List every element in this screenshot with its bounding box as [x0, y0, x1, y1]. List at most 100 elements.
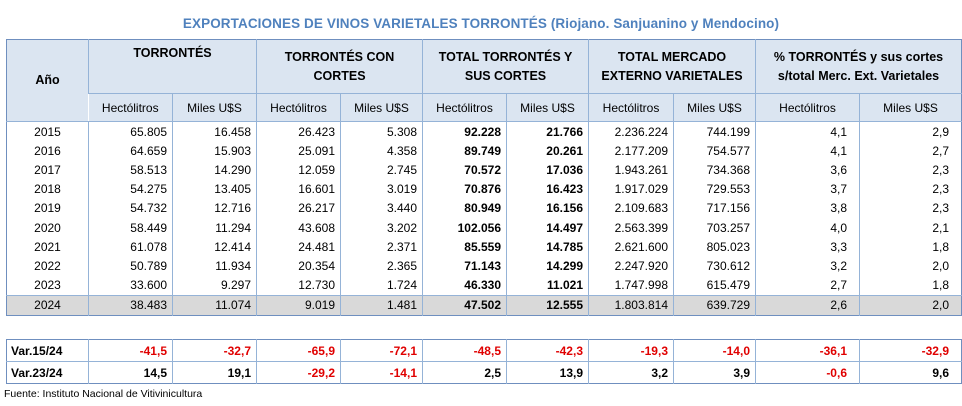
- table-cell: 5.308: [340, 121, 423, 142]
- table-cell: 12.555: [506, 294, 589, 316]
- table-cell: 9.297: [172, 275, 257, 296]
- year-cell: 2023: [34, 278, 61, 293]
- table-cell: 58.513: [88, 160, 173, 180]
- subheader-miles-usd: Miles U$S: [673, 93, 756, 122]
- year-cell: 2019: [34, 201, 61, 216]
- variation-cell: -65,9: [256, 339, 341, 362]
- table-cell: 25.091: [256, 141, 341, 161]
- table-cell: 639.729: [673, 294, 756, 316]
- variation-cell: -14,0: [673, 339, 756, 362]
- variation-cell: 3,2: [588, 361, 674, 384]
- variation-cell: -36,1: [755, 339, 860, 362]
- subheader-hectolitros: Hectólitros: [256, 93, 341, 122]
- table-cell: 2,0: [858, 294, 962, 316]
- table-cell: 89.749: [422, 141, 507, 161]
- table-cell: 4,1: [755, 121, 860, 142]
- table-cell: 16.601: [256, 179, 341, 199]
- variation-cell: 14,5: [88, 361, 173, 384]
- table-cell: 33.600: [88, 275, 173, 296]
- table-cell: 70.876: [422, 179, 507, 199]
- table-cell: 703.257: [673, 217, 756, 238]
- table-cell: 61.078: [88, 237, 173, 257]
- table-cell: 46.330: [422, 275, 507, 296]
- table-cell: 12.059: [256, 160, 341, 180]
- year-cell: 2016: [34, 143, 61, 158]
- subheader-miles-usd: Miles U$S: [340, 93, 423, 122]
- table-cell: 1.481: [340, 294, 423, 316]
- variation-cell: 13,9: [506, 361, 589, 384]
- table-cell: 3,7: [755, 179, 860, 199]
- table-cell: 26.423: [256, 121, 341, 142]
- table-cell: 11.934: [172, 256, 257, 276]
- header-pct-torrontes: % TORRONTÉS y sus cortes s/total Merc. Ex…: [754, 39, 962, 94]
- table-cell: 58.449: [88, 217, 173, 238]
- table-row: 2017 58.513 14.290 12.059 2.745 70.572 17.036 1…: [7, 160, 962, 180]
- variation-cell: -72,1: [340, 339, 423, 362]
- subheader-miles-usd: Miles U$S: [172, 93, 257, 122]
- variation-table: Var.15/24 -41,5 -32,7 -65,9 -72,1 -48,5 -42,3-…: [6, 339, 962, 384]
- table-cell: 734.368: [673, 160, 756, 180]
- table-cell: 2.563.399: [588, 217, 674, 238]
- table-cell: 1,8: [858, 275, 962, 296]
- table-cell: 4,0: [755, 217, 860, 238]
- table-cell: 4.358: [340, 141, 423, 161]
- header-year: Año: [6, 39, 89, 122]
- table-cell: 3.440: [340, 198, 423, 218]
- table-title: EXPORTACIONES DE VINOS VARIETALES TORRON…: [182, 16, 780, 31]
- table-cell: 2.365: [340, 256, 423, 276]
- table-cell: 2.236.224: [588, 121, 674, 142]
- table-cell: 2.621.600: [588, 237, 674, 257]
- table-cell: 64.659: [88, 141, 173, 161]
- table-cell: 54.275: [88, 179, 173, 199]
- table-row: 2015 65.805 16.458 26.423 5.308 92.228 21.766 2…: [7, 121, 962, 142]
- source-note: Fuente: Instituto Nacional de Vitivinicu…: [4, 388, 203, 400]
- year-cell: 2020: [34, 220, 61, 235]
- table-cell: 717.156: [673, 198, 756, 218]
- variation-cell: 19,1: [172, 361, 257, 384]
- variation-cell: 2,5: [422, 361, 507, 384]
- year-cell: 2017: [34, 162, 61, 177]
- subheader-hectolitros: Hectólitros: [755, 93, 860, 122]
- table-cell: 729.553: [673, 179, 756, 199]
- table-cell: 102.056: [422, 217, 507, 238]
- table-cell: 2,3: [858, 198, 962, 218]
- table-cell: 16.156: [506, 198, 589, 218]
- subheader-miles-usd: Miles U$S: [506, 93, 589, 122]
- table-row: 2021 61.078 12.414 24.481 2.371 85.559 14.785 2…: [7, 237, 962, 257]
- table-cell: 12.730: [256, 275, 341, 296]
- table-cell: 2.247.920: [588, 256, 674, 276]
- header-torrontes-con-cortes: TORRONTÉS CON CORTES: [256, 39, 423, 94]
- variation-cell: -14,1: [340, 361, 423, 384]
- variation-row: Var.15/24 -41,5 -32,7 -65,9 -72,1 -48,5 -42,3-…: [7, 339, 962, 362]
- subheader-hectolitros: Hectólitros: [88, 93, 173, 122]
- table-row: 2019 54.732 12.716 26.217 3.440 80.949 16.156 2…: [7, 198, 962, 218]
- table-cell: 805.023: [673, 237, 756, 257]
- table-cell: 26.217: [256, 198, 341, 218]
- variation-cell: 9,6: [859, 361, 962, 384]
- table-row: 2022 50.789 11.934 20.354 2.365 71.143 14.299 2…: [7, 256, 962, 276]
- table-cell: 71.143: [422, 256, 507, 276]
- table-cell: 754.577: [673, 141, 756, 161]
- table-cell: 85.559: [422, 237, 507, 257]
- table-cell: 2.745: [340, 160, 423, 180]
- subheader-hectolitros: Hectólitros: [588, 93, 674, 122]
- table-cell: 4,1: [755, 141, 860, 161]
- table-cell: 2,1: [858, 217, 962, 238]
- variation-cell: -19,3: [588, 339, 674, 362]
- variation-label: Var.15/24: [11, 343, 63, 358]
- table-cell: 744.199: [673, 121, 756, 142]
- table-cell: 20.354: [256, 256, 341, 276]
- header-total-mercado: TOTAL MERCADO EXTERNO VARIETALES: [588, 39, 756, 94]
- variation-cell: -32,7: [172, 339, 257, 362]
- table-cell: 3.202: [340, 217, 423, 238]
- table-cell: 43.608: [256, 217, 341, 238]
- table-cell: 11.294: [172, 217, 257, 238]
- table-cell: 11.021: [506, 275, 589, 296]
- table-cell: 3,8: [755, 198, 860, 218]
- table-cell: 2,3: [858, 179, 962, 199]
- table-cell: 24.481: [256, 237, 341, 257]
- table-cell: 3,3: [755, 237, 860, 257]
- table-cell: 1.803.814: [588, 294, 674, 316]
- year-cell: 2015: [34, 124, 61, 139]
- table-cell: 1,8: [858, 237, 962, 257]
